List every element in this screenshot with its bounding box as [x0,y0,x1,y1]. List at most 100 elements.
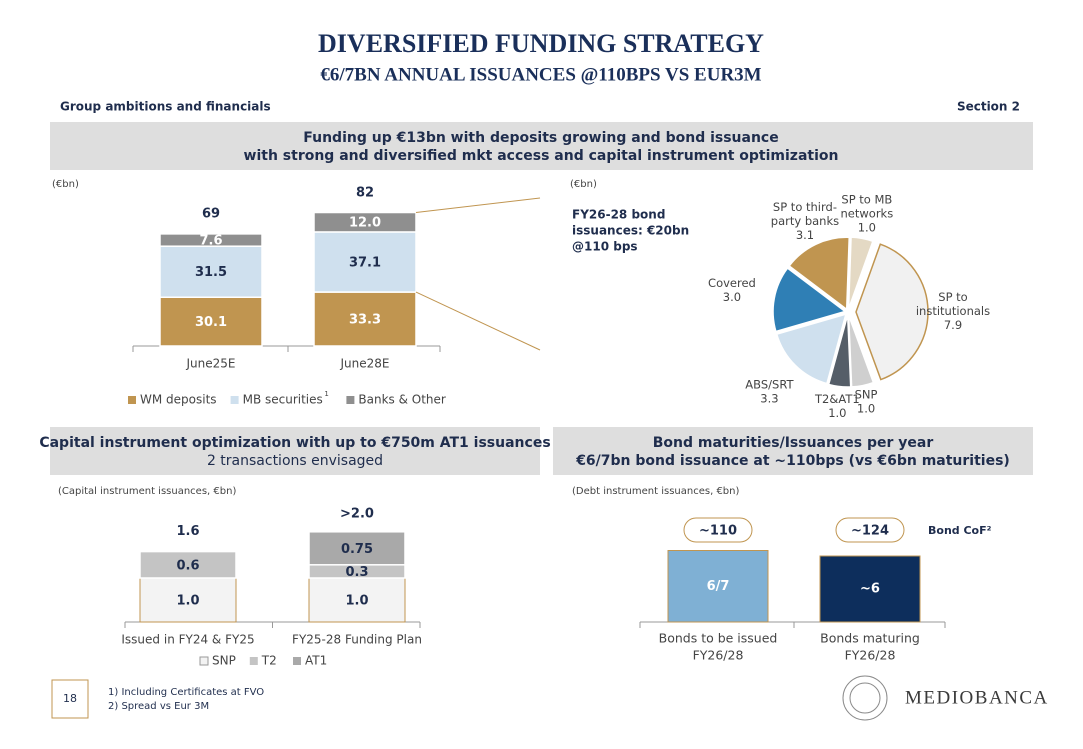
pie-slice [847,236,874,310]
x-tick-label: FY25-28 Funding Plan [292,633,422,647]
logo-seal [849,682,881,714]
connector [415,197,541,214]
unit-label: (€bn) [570,179,597,190]
page-number: 18 [63,692,77,705]
x-tick-label: Issued in FY24 & FY25 [121,633,254,647]
pie-label: SP to [938,290,967,304]
unit-label: (Debt instrument issuances, €bn) [572,486,739,497]
panel-heading: €6/7bn bond issuance at ~110bps (vs €6bn… [575,453,1010,469]
bar-segment [159,296,263,347]
pie-slice [827,314,852,388]
total-label: 82 [356,186,374,201]
page-box [51,679,89,719]
pie-label: T2&AT1 [814,392,860,406]
pie-value: 1.0 [828,406,846,420]
pie-slice [772,267,847,333]
total-label: >2.0 [340,507,374,522]
bar-segment [139,550,237,579]
panel-header [553,427,1033,475]
panel-header [50,427,540,475]
data-label: 37.1 [349,256,381,271]
annotation: @110 bps [572,240,638,254]
pie-value: 1.0 [858,220,876,234]
data-label: 0.3 [345,565,368,580]
unit-label: (Capital instrument issuances, €bn) [58,486,236,497]
unit-label: (€bn) [52,179,79,190]
cof-oval [835,517,905,543]
x-tick-label: Bonds to be issued [659,631,778,646]
pie-label: party banks [771,214,839,228]
pie-label: networks [841,206,894,220]
data-label: 1.0 [176,594,199,609]
bar-segment [139,577,237,623]
pie-label: SNP [855,388,878,402]
legend-swatch [346,396,355,404]
pie-label: SP to MB [841,192,892,206]
legend-swatch [199,656,209,666]
cof-name: Bond CoF² [928,524,992,537]
annotation: FY26-28 bond [572,208,665,222]
x-tick-label: June25E [186,357,236,371]
connector [415,291,541,351]
pie-label: ABS/SRT [745,377,794,391]
bar-segment [313,291,417,347]
logo: MEDIOBANCA [905,687,1049,708]
section-left: Group ambitions and financials [60,100,271,114]
bar-segment [313,211,417,233]
cof-label: ~124 [851,524,889,539]
pie-label: SP to third- [773,200,837,214]
data-label: 30.1 [195,315,227,330]
pie-value: 3.1 [796,228,814,242]
panel-heading: with strong and diversified mkt access a… [244,148,839,164]
data-label: 12.0 [349,216,381,231]
pie-slice [855,243,929,381]
bar-segment [159,233,263,247]
panel-heading: Capital instrument optimization with up … [39,435,550,451]
legend-label: MB securities [243,393,323,407]
total-label: 1.6 [176,524,199,539]
legend-swatch [230,396,239,404]
legend-swatch [293,657,301,665]
title: DIVERSIFIED FUNDING STRATEGY [318,29,764,58]
pie-slice [775,313,847,385]
bar-segment [308,577,406,623]
subtitle: €6/7BN ANNUAL ISSUANCES @110BPS VS EUR3M [320,64,761,85]
legend-swatch [128,396,136,404]
pie-value: 1.0 [857,402,875,416]
bar [667,550,769,623]
pie-label: institutionals [916,304,990,318]
bar-segment [159,245,263,298]
panel-heading: Bond maturities/Issuances per year [653,435,934,451]
x-tick-label: FY26/28 [845,648,896,663]
annotation: issuances: €20bn [572,224,689,238]
cof-oval [683,517,753,543]
legend-note: 1 [324,390,328,398]
legend-label: Banks & Other [358,393,446,407]
bar-segment [308,531,406,566]
data-label: 6/7 [707,579,730,594]
data-label: 7.6 [199,234,222,249]
pie-slice [788,236,850,311]
bar-segment [313,231,417,293]
section-right: Section 2 [957,100,1020,114]
legend-label: WM deposits [140,393,217,407]
pie-value: 3.0 [723,290,741,304]
bar [819,555,921,623]
data-label: 0.6 [176,558,199,573]
data-label: 1.0 [345,594,368,609]
footnote: 2) Spread vs Eur 3M [108,701,209,712]
x-tick-label: June28E [340,357,390,371]
legend-label: SNP [212,654,236,668]
x-tick-label: FY26/28 [693,648,744,663]
cof-label: ~110 [699,524,737,539]
pie-label: Covered [708,276,756,290]
total-label: 69 [202,207,220,222]
logo-seal [842,675,888,721]
pie-slice [847,314,875,388]
legend-label: AT1 [305,654,327,668]
panel-heading: Funding up €13bn with deposits growing a… [303,130,778,146]
legend-swatch [249,657,258,665]
footnote: 1) Including Certificates at FVO [108,687,264,698]
legend-label: T2 [261,654,277,668]
